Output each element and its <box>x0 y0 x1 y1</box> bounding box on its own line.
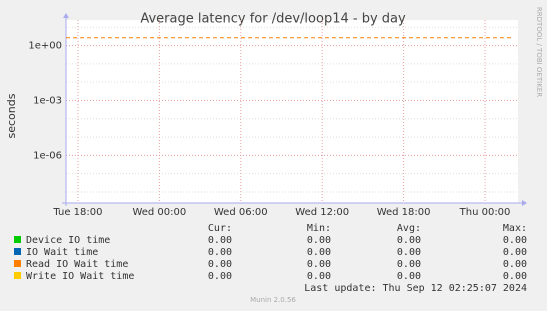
legend-swatch <box>14 248 21 255</box>
legend-entry: Write IO Wait time <box>26 271 134 282</box>
footer: Munin 2.0.56 <box>250 296 296 304</box>
x-tick-label: Wed 06:00 <box>214 207 268 218</box>
chart-title: Average latency for /dev/loop14 - by day <box>140 12 406 27</box>
stat-value: 0.00 <box>503 271 527 282</box>
stat-value: 0.00 <box>208 271 232 282</box>
stat-value: 0.00 <box>208 235 232 246</box>
legend-entry: IO Wait time <box>26 247 98 258</box>
legend-header: Cur: <box>208 223 232 234</box>
stat-value: 0.00 <box>397 259 421 270</box>
stat-value: 0.00 <box>208 259 232 270</box>
stat-value: 0.00 <box>503 259 527 270</box>
legend-header: Min: <box>307 223 331 234</box>
y-axis-label: seconds <box>5 93 18 138</box>
legend-swatch <box>14 236 21 243</box>
stat-value: 0.00 <box>208 247 232 258</box>
stat-value: 0.00 <box>397 247 421 258</box>
x-tick-label: Wed 00:00 <box>132 207 186 218</box>
legend-header: Avg: <box>397 223 421 234</box>
stat-value: 0.00 <box>307 271 331 282</box>
x-tick-label: Wed 18:00 <box>377 207 431 218</box>
x-tick-label: Thu 00:00 <box>459 207 511 218</box>
axis-arrow <box>522 200 527 206</box>
legend-swatch <box>14 260 21 267</box>
stat-value: 0.00 <box>503 235 527 246</box>
stat-value: 0.00 <box>307 235 331 246</box>
last-update: Last update: Thu Sep 12 02:25:07 2024 <box>304 283 527 294</box>
y-tick-label: 1e+00 <box>28 41 62 52</box>
stat-value: 0.00 <box>307 259 331 270</box>
stat-value: 0.00 <box>397 235 421 246</box>
axis-arrow <box>63 13 69 18</box>
legend-entry: Device IO time <box>26 235 110 246</box>
legend-header: Max: <box>503 223 527 234</box>
legend-entry: Read IO Wait time <box>26 259 128 270</box>
y-tick-label: 1e-06 <box>33 150 62 161</box>
legend-swatch <box>14 272 21 279</box>
stat-value: 0.00 <box>503 247 527 258</box>
stat-value: 0.00 <box>397 271 421 282</box>
watermark: RRDTOOL / TOBI OETIKER <box>535 7 543 97</box>
plot-area <box>66 20 518 203</box>
x-tick-label: Wed 12:00 <box>295 207 349 218</box>
stat-value: 0.00 <box>307 247 331 258</box>
x-tick-label: Tue 18:00 <box>52 207 102 218</box>
y-tick-label: 1e-03 <box>33 95 62 106</box>
